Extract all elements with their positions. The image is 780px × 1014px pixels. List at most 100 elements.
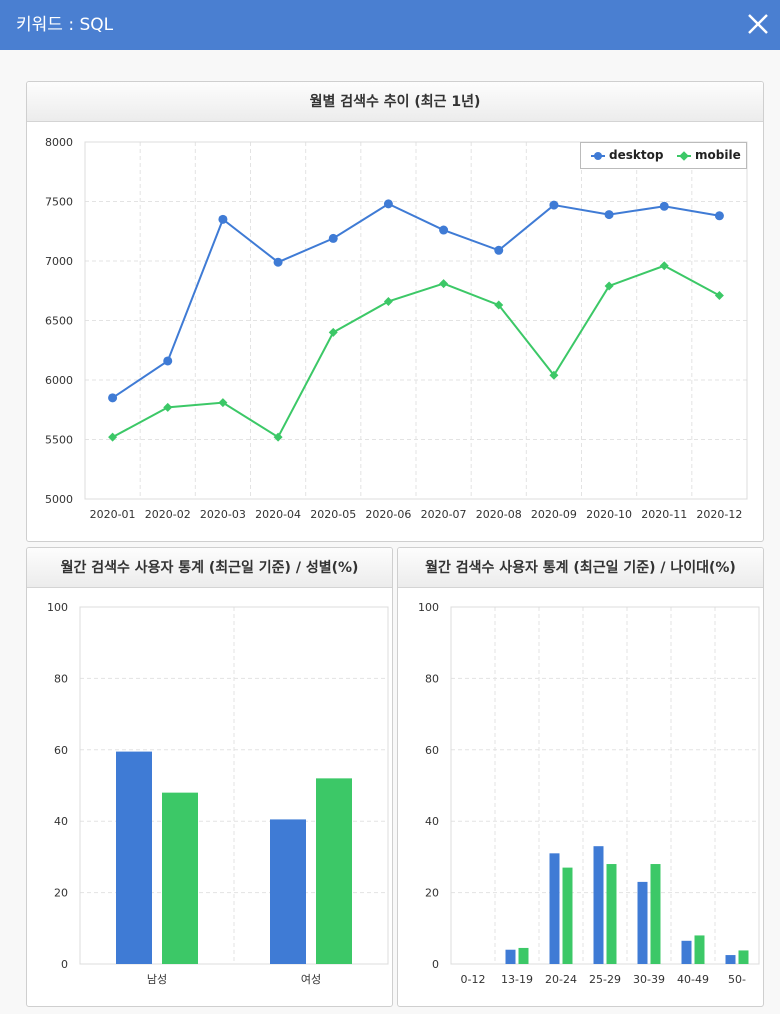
gender-y-tick: 60 (54, 744, 68, 757)
trend-x-tick: 2020-12 (696, 508, 742, 521)
desktop-point (439, 225, 449, 235)
gender-bar (162, 792, 198, 964)
age-x-tick: 30-39 (633, 973, 665, 986)
age-x-tick: 40-49 (677, 973, 709, 986)
modal-header: 키워드 : SQL (0, 0, 780, 50)
age-y-tick: 60 (425, 744, 439, 757)
gender-stats-title: 월간 검색수 사용자 통계 (최근일 기준) / 성별(%) (27, 548, 392, 588)
age-bar (606, 864, 617, 964)
age-stats-title: 월간 검색수 사용자 통계 (최근일 기준) / 나이대(%) (398, 548, 763, 588)
age-bar (505, 949, 516, 964)
modal-title: 키워드 : SQL (16, 15, 114, 35)
gender-plot-border (79, 606, 389, 965)
gender-y-tick: 20 (54, 887, 68, 900)
age-y-tick: 80 (425, 672, 439, 685)
age-x-tick: 50- (728, 973, 746, 986)
trend-x-tick: 2020-10 (586, 508, 632, 521)
desktop-point (604, 210, 614, 220)
age-bar (738, 950, 749, 964)
gender-bar (316, 778, 352, 964)
desktop-point (714, 211, 724, 221)
mobile-point (163, 402, 173, 412)
gender-x-tick: 여성 (301, 973, 321, 986)
trend-x-tick: 2020-06 (365, 508, 411, 521)
age-x-tick: 25-29 (589, 973, 621, 986)
age-bar (694, 935, 705, 964)
legend-marker-desktop (591, 151, 605, 160)
monthly-trend-chart: 5000 5500 6000 6500 7000 7500 8000 2020-01 2020-… (45, 136, 748, 521)
age-bar (549, 853, 560, 964)
mobile-point (273, 432, 283, 442)
monthly-trend-panel: 월별 검색수 추이 (최근 1년) 5000 5500 6000 6500 7000 75… (26, 81, 764, 542)
trend-x-tick: 2020-09 (531, 508, 577, 521)
age-bar (593, 846, 604, 964)
age-y-tick: 40 (425, 815, 439, 828)
trend-x-tick: 2020-11 (641, 508, 687, 521)
monthly-trend-title: 월별 검색수 추이 (최근 1년) (27, 82, 763, 122)
age-stats-chart: 0 20 40 60 80 100 0-12 13-19 20-24 25-29 30-39 40-4… (418, 601, 760, 986)
trend-y-tick: 7000 (45, 255, 73, 268)
chart-legend: desktop mobile (580, 142, 747, 169)
trend-x-tick: 2020-03 (200, 508, 246, 521)
desktop-point (273, 257, 283, 267)
desktop-point (218, 214, 228, 224)
mobile-point (494, 300, 504, 310)
gender-y-tick: 80 (54, 672, 68, 685)
mobile-point (383, 296, 393, 306)
age-bar (650, 864, 661, 964)
age-bar (681, 940, 692, 964)
age-x-tick: 20-24 (545, 973, 577, 986)
age-y-tick: 100 (418, 601, 439, 614)
trend-y-tick: 6000 (45, 374, 73, 387)
mobile-point (714, 291, 724, 301)
age-y-tick: 0 (432, 958, 439, 971)
trend-y-tick: 5500 (45, 434, 73, 447)
mobile-line (112, 264, 720, 439)
desktop-point (549, 200, 559, 210)
gender-bar (270, 819, 306, 964)
legend-marker-mobile (677, 150, 691, 161)
desktop-line (112, 202, 720, 399)
trend-x-tick: 2020-02 (145, 508, 191, 521)
mobile-point (218, 398, 228, 408)
age-bar (725, 955, 736, 964)
mobile-point (439, 279, 449, 289)
mobile-point (549, 370, 559, 380)
age-plot-border (450, 606, 760, 965)
gender-stats-chart: 0 20 40 60 80 100 남성 여성 (47, 601, 389, 986)
trend-x-tick: 2020-07 (421, 508, 467, 521)
trend-x-tick: 2020-05 (310, 508, 356, 521)
desktop-point (108, 393, 118, 403)
legend-item-mobile[interactable]: mobile (677, 143, 741, 168)
trend-y-tick: 5000 (45, 493, 73, 506)
gender-x-tick: 남성 (147, 973, 167, 986)
age-stats-panel: 월간 검색수 사용자 통계 (최근일 기준) / 나이대(%) 0 20 40 60 8… (397, 547, 764, 1007)
age-x-tick: 0-12 (461, 973, 486, 986)
desktop-point (659, 201, 669, 211)
desktop-point (163, 356, 173, 366)
legend-label-desktop: desktop (609, 148, 664, 162)
age-bar (562, 867, 573, 964)
age-y-tick: 20 (425, 887, 439, 900)
trend-y-tick: 8000 (45, 136, 73, 149)
gender-y-tick: 100 (47, 601, 68, 614)
legend-item-desktop[interactable]: desktop (591, 143, 663, 168)
gender-stats-panel: 월간 검색수 사용자 통계 (최근일 기준) / 성별(%) 0 20 40 60 80… (26, 547, 393, 1007)
age-bar (518, 947, 529, 964)
gender-bar (116, 751, 152, 964)
mobile-point (659, 261, 669, 271)
legend-label-mobile: mobile (695, 148, 741, 162)
desktop-point (494, 245, 504, 255)
trend-x-tick: 2020-04 (255, 508, 301, 521)
gender-y-tick: 40 (54, 815, 68, 828)
close-icon[interactable] (742, 8, 774, 40)
gender-y-tick: 0 (61, 958, 68, 971)
mobile-point (328, 327, 338, 337)
trend-plot-border (84, 141, 748, 500)
trend-x-tick: 2020-01 (90, 508, 136, 521)
trend-x-tick: 2020-08 (476, 508, 522, 521)
mobile-point (604, 281, 614, 291)
desktop-point (383, 199, 393, 209)
desktop-point (328, 233, 338, 243)
age-x-tick: 13-19 (501, 973, 533, 986)
